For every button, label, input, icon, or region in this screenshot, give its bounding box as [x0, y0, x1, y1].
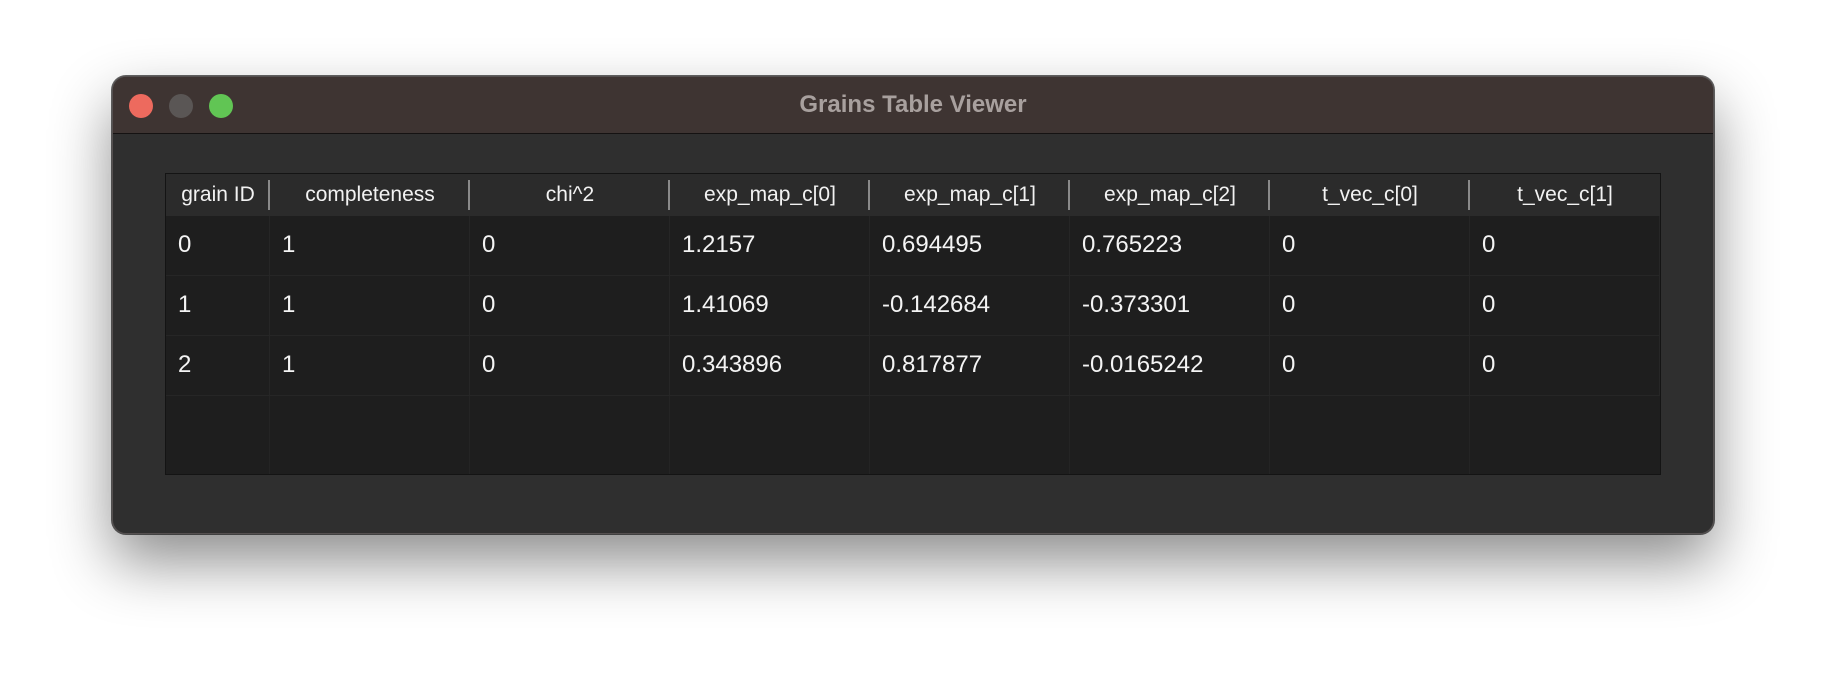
table-cell[interactable]: 2 [166, 336, 270, 396]
table-cell[interactable]: 0 [1470, 276, 1660, 336]
column-header-chi2[interactable]: chi^2 [470, 174, 670, 216]
table-cell[interactable]: 0.694495 [870, 216, 1070, 276]
table-cell[interactable]: -0.142684 [870, 276, 1070, 336]
table-cell[interactable]: 1 [270, 276, 470, 336]
empty-column [470, 396, 670, 474]
table-cell[interactable]: 0 [470, 336, 670, 396]
column-header-grain-id[interactable]: grain ID [166, 174, 270, 216]
table-cell[interactable]: 1 [270, 216, 470, 276]
zoom-button[interactable] [209, 94, 233, 118]
table-cell[interactable]: 0.765223 [1070, 216, 1270, 276]
table-cell[interactable]: -0.373301 [1070, 276, 1270, 336]
table-cell[interactable]: 1.2157 [670, 216, 870, 276]
title-bar[interactable]: Grains Table Viewer [113, 77, 1713, 134]
table-row[interactable]: 0 1 0 1.2157 0.694495 0.765223 0 0 [166, 216, 1660, 276]
table-row[interactable]: 2 1 0 0.343896 0.817877 -0.0165242 0 0 [166, 336, 1660, 396]
table-cell[interactable]: 0.817877 [870, 336, 1070, 396]
table-cell[interactable]: 0 [166, 216, 270, 276]
table-cell[interactable]: 0 [1270, 216, 1470, 276]
column-header-exp-map-c1[interactable]: exp_map_c[1] [870, 174, 1070, 216]
empty-column [670, 396, 870, 474]
table-cell[interactable]: 0 [1270, 336, 1470, 396]
table-cell[interactable]: 1.41069 [670, 276, 870, 336]
app-window: Grains Table Viewer grain ID completenes… [112, 76, 1714, 534]
column-header-exp-map-c0[interactable]: exp_map_c[0] [670, 174, 870, 216]
table-cell[interactable]: 0.343896 [670, 336, 870, 396]
column-header-t-vec-c0[interactable]: t_vec_c[0] [1270, 174, 1470, 216]
grains-table[interactable]: grain ID completeness chi^2 exp_map_c[0]… [165, 173, 1661, 475]
table-cell[interactable]: 0 [1270, 276, 1470, 336]
window-title: Grains Table Viewer [799, 91, 1027, 118]
table-cell[interactable]: 0 [1470, 336, 1660, 396]
column-header-exp-map-c2[interactable]: exp_map_c[2] [1070, 174, 1270, 216]
table-cell[interactable]: 0 [470, 216, 670, 276]
column-header-t-vec-c1[interactable]: t_vec_c[1] [1517, 183, 1613, 206]
empty-column [1470, 396, 1660, 474]
empty-column [270, 396, 470, 474]
table-cell[interactable]: -0.0165242 [1070, 336, 1270, 396]
table-cell[interactable]: 1 [166, 276, 270, 336]
table-row[interactable]: 1 1 0 1.41069 -0.142684 -0.373301 0 0 [166, 276, 1660, 336]
minimize-button[interactable] [169, 94, 193, 118]
table-cell[interactable]: 0 [1470, 216, 1660, 276]
table-empty-area[interactable] [166, 396, 1660, 474]
close-button[interactable] [129, 94, 153, 118]
empty-column [1270, 396, 1470, 474]
table-cell[interactable]: 0 [470, 276, 670, 336]
empty-column [166, 396, 270, 474]
empty-column [870, 396, 1070, 474]
table-cell[interactable]: 1 [270, 336, 470, 396]
empty-column [1070, 396, 1270, 474]
column-header-completeness[interactable]: completeness [270, 174, 470, 216]
table-header: grain ID completeness chi^2 exp_map_c[0]… [166, 174, 1660, 216]
